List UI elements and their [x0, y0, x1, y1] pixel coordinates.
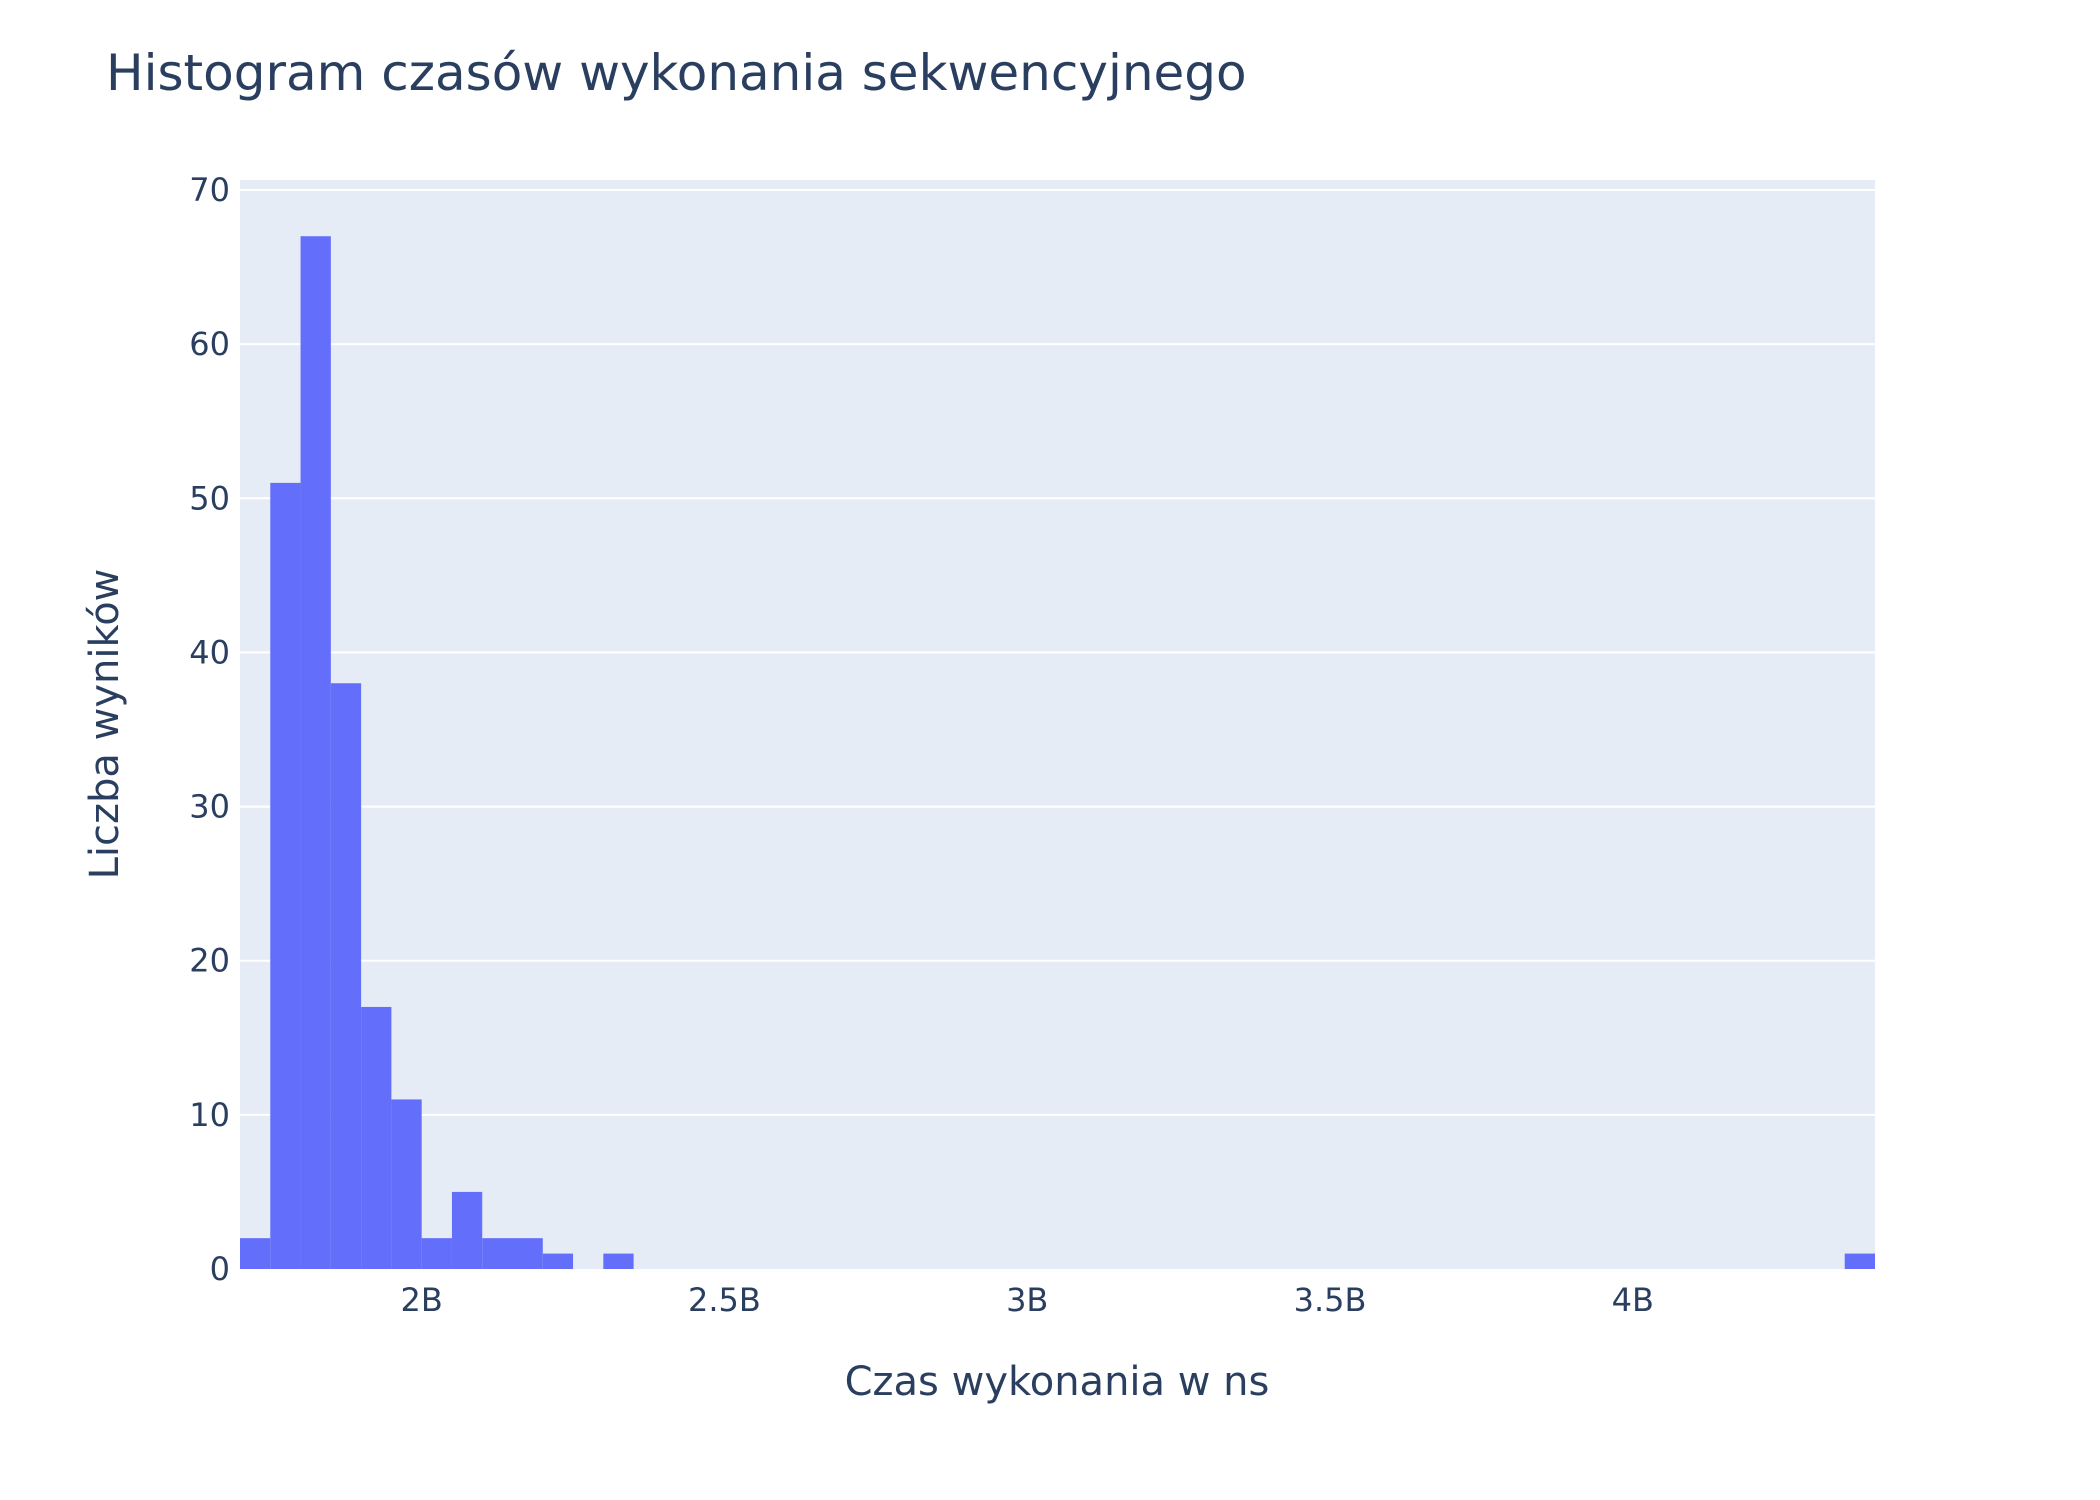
x-tick-label: 3.5B — [1294, 1281, 1367, 1319]
histogram-bar — [451, 1191, 483, 1269]
histogram-bar — [1844, 1253, 1875, 1269]
y-tick-label: 60 — [189, 325, 230, 363]
histogram-bar — [482, 1238, 513, 1269]
grid-lines — [240, 189, 1875, 1116]
histogram-bar — [391, 1099, 422, 1269]
y-tick-label: 40 — [189, 633, 230, 671]
histogram-bars — [240, 236, 1875, 1269]
histogram-bar — [421, 1238, 452, 1269]
x-tick-label: 2B — [401, 1281, 443, 1319]
histogram-bar — [330, 683, 362, 1269]
x-tick-label: 3B — [1006, 1281, 1048, 1319]
y-tick-label: 30 — [189, 788, 230, 826]
y-axis-ticks: 0 10 20 30 40 50 60 70 — [189, 171, 230, 1288]
histogram-bar — [361, 1006, 392, 1269]
y-axis-title: Liczba wyników — [82, 569, 128, 880]
y-tick-label: 0 — [210, 1250, 230, 1288]
chart-title: Histogram czasów wykonania sekwencyjnego — [106, 44, 1247, 102]
histogram-bar — [300, 236, 331, 1269]
plot-background — [240, 180, 1875, 1269]
y-tick-label: 10 — [189, 1096, 230, 1134]
histogram-bar — [512, 1238, 543, 1269]
histogram-bar — [270, 482, 301, 1269]
x-tick-label: 2.5B — [688, 1281, 761, 1319]
x-axis-ticks: 2B 2.5B 3B 3.5B 4B — [401, 1281, 1654, 1319]
histogram-bar — [603, 1253, 634, 1269]
y-tick-label: 70 — [189, 171, 230, 209]
x-axis-title: Czas wykonania w ns — [845, 1359, 1270, 1405]
histogram-bar — [240, 1238, 271, 1269]
histogram-bar — [542, 1253, 574, 1269]
x-tick-label: 4B — [1612, 1281, 1654, 1319]
y-tick-label: 20 — [189, 942, 230, 980]
y-tick-label: 50 — [189, 479, 230, 517]
